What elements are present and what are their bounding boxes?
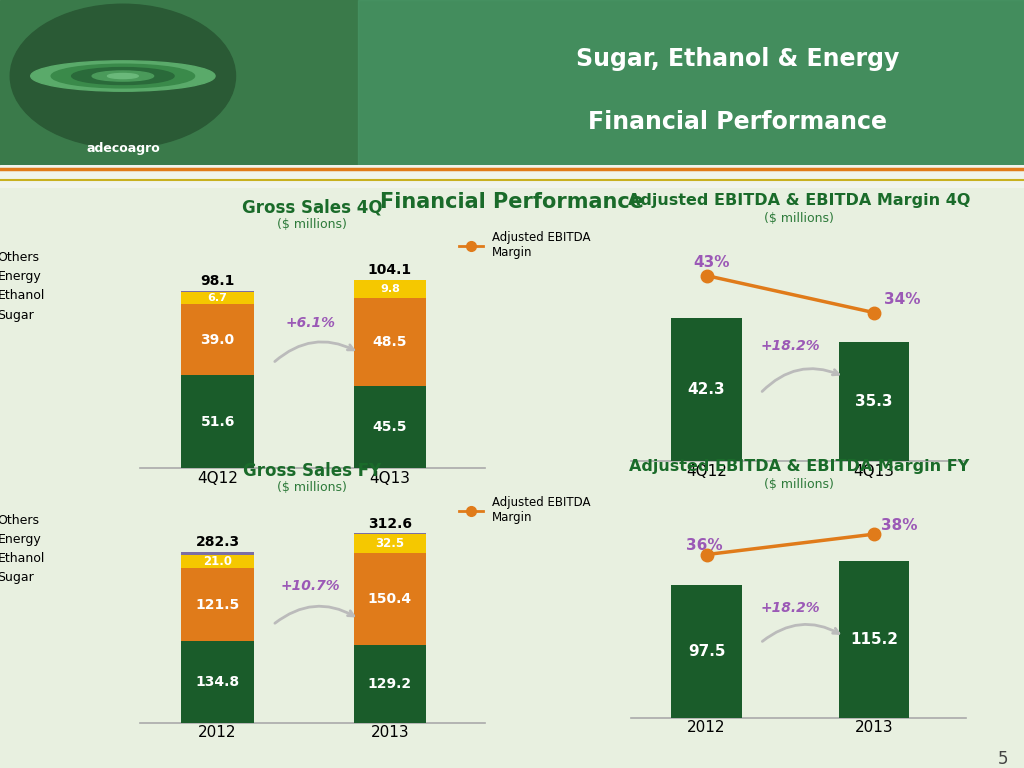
Text: Sugar, Ethanol & Energy: Sugar, Ethanol & Energy	[575, 47, 899, 71]
Text: 21.0: 21.0	[203, 554, 232, 568]
Text: 4Q13: 4Q13	[370, 471, 411, 486]
Text: ($ millions): ($ millions)	[764, 212, 834, 225]
Text: 115.2: 115.2	[850, 632, 898, 647]
Text: 121.5: 121.5	[196, 598, 240, 611]
Bar	[181, 304, 254, 375]
Text: 32.5: 32.5	[375, 537, 404, 550]
Text: 48.5: 48.5	[373, 335, 408, 349]
Bar	[353, 554, 426, 645]
Text: Adjusted EBITDA & EBITDA Margin 4Q: Adjusted EBITDA & EBITDA Margin 4Q	[628, 193, 970, 207]
Text: ($ millions): ($ millions)	[764, 478, 834, 491]
Bar	[353, 645, 426, 723]
Bar	[839, 561, 909, 718]
Bar	[672, 319, 741, 461]
Text: Financial Performance: Financial Performance	[588, 110, 887, 134]
Text: 2013: 2013	[855, 720, 893, 735]
Text: 2012: 2012	[687, 720, 726, 735]
Text: +6.1%: +6.1%	[286, 316, 336, 330]
Text: 2013: 2013	[371, 725, 410, 740]
Ellipse shape	[10, 5, 236, 148]
Circle shape	[108, 74, 138, 78]
Text: 4Q12: 4Q12	[198, 471, 238, 486]
Text: 38%: 38%	[881, 518, 918, 533]
Legend: Adjusted EBITDA
Margin: Adjusted EBITDA Margin	[455, 226, 595, 263]
Text: 43%: 43%	[693, 255, 730, 270]
Text: 4Q12: 4Q12	[686, 464, 727, 479]
Bar	[181, 554, 254, 568]
Bar	[353, 534, 426, 554]
Text: 9.8: 9.8	[380, 284, 399, 294]
Text: 45.5: 45.5	[373, 420, 408, 434]
Text: 4Q13: 4Q13	[854, 464, 895, 479]
Bar	[181, 568, 254, 641]
Text: 104.1: 104.1	[368, 263, 412, 277]
Text: +18.2%: +18.2%	[761, 601, 820, 615]
Text: 6.7: 6.7	[208, 293, 227, 303]
Text: 97.5: 97.5	[688, 644, 725, 659]
Bar	[839, 342, 909, 461]
Text: 98.1: 98.1	[201, 274, 234, 288]
Text: 5: 5	[998, 750, 1009, 768]
Bar	[672, 585, 741, 718]
Legend: Adjusted EBITDA
Margin: Adjusted EBITDA Margin	[455, 492, 595, 529]
Bar	[353, 280, 426, 298]
Text: Gross Sales FY: Gross Sales FY	[243, 462, 382, 480]
Text: 134.8: 134.8	[196, 676, 240, 690]
Text: +10.7%: +10.7%	[281, 579, 340, 593]
Bar	[181, 292, 254, 304]
Text: 35.3: 35.3	[855, 394, 893, 409]
Circle shape	[51, 65, 195, 88]
Circle shape	[31, 61, 215, 91]
Circle shape	[92, 71, 154, 81]
Bar	[358, 0, 1024, 169]
Text: ($ millions): ($ millions)	[278, 482, 347, 495]
Bar	[181, 641, 254, 723]
Bar	[181, 552, 254, 554]
Text: Gross Sales 4Q: Gross Sales 4Q	[242, 198, 383, 217]
Bar	[353, 386, 426, 468]
Text: 34%: 34%	[884, 292, 921, 307]
Text: 312.6: 312.6	[368, 517, 412, 531]
Bar	[353, 298, 426, 386]
Text: 39.0: 39.0	[201, 333, 234, 346]
Text: Adjusted EBITDA & EBITDA Margin FY: Adjusted EBITDA & EBITDA Margin FY	[629, 459, 969, 474]
Text: 282.3: 282.3	[196, 535, 240, 549]
Text: 2012: 2012	[199, 725, 237, 740]
Text: Financial Performance: Financial Performance	[380, 191, 644, 212]
Text: adecoagro: adecoagro	[86, 142, 160, 155]
Text: +18.2%: +18.2%	[761, 339, 820, 353]
Circle shape	[72, 68, 174, 84]
Bar	[181, 375, 254, 468]
Text: ($ millions): ($ millions)	[278, 218, 347, 231]
Text: 36%: 36%	[686, 538, 723, 554]
Text: 129.2: 129.2	[368, 677, 412, 691]
Text: 150.4: 150.4	[368, 592, 412, 606]
Text: 42.3: 42.3	[688, 382, 725, 397]
Legend: Others, Energy, Ethanol, Sugar: Others, Energy, Ethanol, Sugar	[0, 246, 50, 326]
Bar	[181, 290, 254, 292]
Legend: Others, Energy, Ethanol, Sugar: Others, Energy, Ethanol, Sugar	[0, 508, 50, 589]
Text: 51.6: 51.6	[201, 415, 234, 429]
